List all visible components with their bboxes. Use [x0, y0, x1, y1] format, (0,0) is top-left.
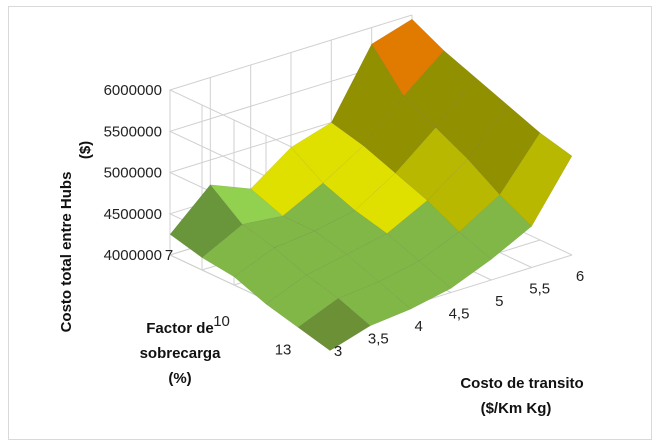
z-axis-title-line1: Costo total entre Hubs [58, 172, 75, 333]
z-tick-label: 5500000 [104, 123, 162, 140]
y-axis-title-line2: ($/Km Kg) [481, 400, 552, 417]
surface-plot [169, 18, 573, 351]
y-tick-label: 3 [334, 343, 342, 360]
y-tick-label: 4,5 [449, 306, 470, 323]
y-tick-label: 5,5 [529, 281, 550, 298]
surface-cell [378, 260, 452, 310]
x-axis-title-line2: sobrecarga [140, 345, 222, 362]
y-axis-ticks: 3 3,5 4 4,5 5 5,5 6 [334, 268, 584, 360]
y-tick-label: 5 [495, 293, 503, 310]
z-axis-ticks: 6000000 5500000 5000000 4500000 4000000 [104, 82, 162, 264]
x-axis-ticks: 7 10 13 [165, 247, 292, 359]
x-axis-title-line1: Factor de [146, 320, 214, 337]
y-axis-title-line1: Costo de transito [460, 375, 583, 392]
z-tick-label: 4500000 [104, 206, 162, 223]
x-tick-label: 13 [275, 342, 292, 359]
z-axis-title-line2: ($) [77, 141, 94, 159]
z-tick-label: 6000000 [104, 82, 162, 99]
y-tick-label: 3,5 [368, 331, 389, 348]
surface-cell [337, 281, 412, 327]
z-tick-label: 4000000 [104, 247, 162, 264]
surface-cell [297, 298, 371, 351]
x-tick-label: 10 [213, 313, 230, 330]
surface-cell [418, 231, 492, 289]
y-tick-label: 4 [414, 318, 422, 335]
x-axis-title-line3: (%) [168, 370, 191, 387]
z-tick-label: 5000000 [104, 165, 162, 182]
x-tick-label: 7 [165, 247, 173, 264]
y-tick-label: 6 [576, 268, 584, 285]
surface-cell [458, 194, 533, 260]
